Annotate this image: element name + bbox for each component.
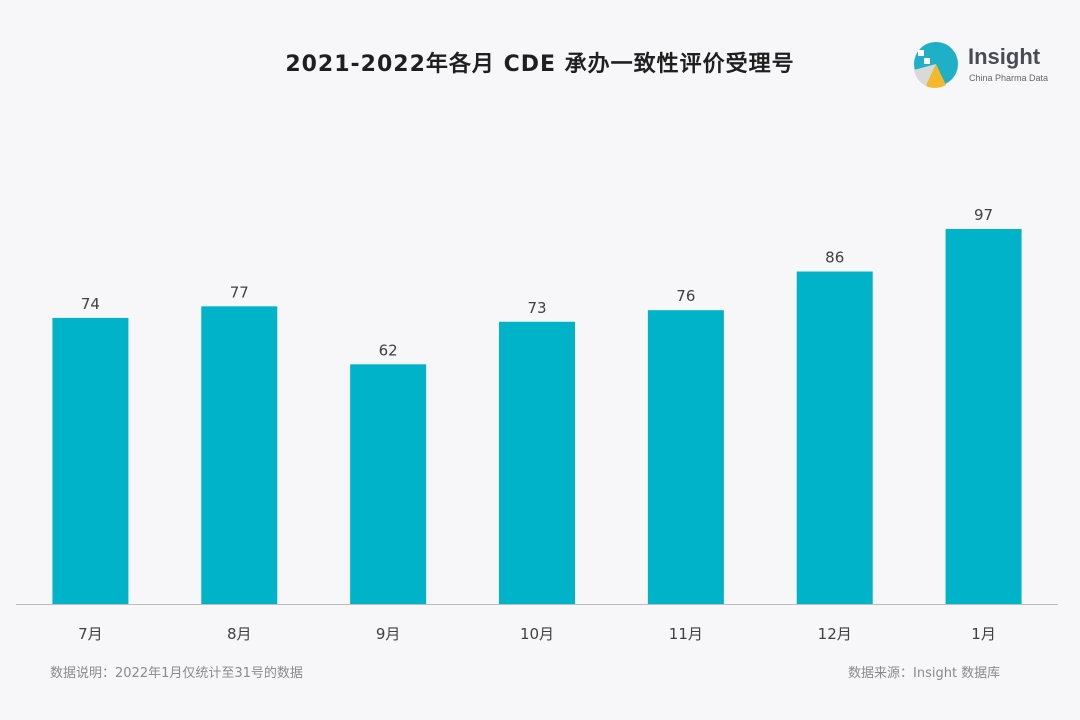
data-source: 数据来源：Insight 数据库 <box>848 666 1001 681</box>
data-label: 74 <box>81 295 100 313</box>
data-label: 97 <box>974 206 993 224</box>
data-label: 73 <box>527 299 546 317</box>
logo-pie-icon <box>914 42 958 88</box>
x-tick-label: 11月 <box>669 625 703 643</box>
x-tick-label: 12月 <box>818 625 852 643</box>
chart-title: 2021-2022年各月 CDE 承办一致性评价受理号 <box>285 52 795 77</box>
bar-12月 <box>796 271 873 604</box>
x-tick-label: 10月 <box>520 625 554 643</box>
bar-8月 <box>201 306 278 604</box>
x-tick-label: 7月 <box>78 625 103 643</box>
x-tick-label: 8月 <box>227 625 252 643</box>
data-label: 62 <box>379 341 398 359</box>
data-label: 86 <box>825 249 844 267</box>
bar-10月 <box>499 321 575 604</box>
x-tick-label: 9月 <box>376 625 401 643</box>
data-label: 76 <box>676 287 695 305</box>
data-note: 数据说明：2022年1月仅统计至31号的数据 <box>50 666 303 681</box>
bar-1月 <box>945 229 1022 604</box>
logo-subtitle: China Pharma Data <box>969 73 1049 83</box>
bar-11月 <box>647 310 724 604</box>
data-label: 77 <box>230 283 249 301</box>
insight-logo: Insight China Pharma Data <box>912 40 1062 90</box>
bar-7月 <box>52 317 129 604</box>
logo-name: Insight <box>968 44 1041 69</box>
x-tick-label: 1月 <box>971 625 996 643</box>
bar-9月 <box>350 364 427 604</box>
